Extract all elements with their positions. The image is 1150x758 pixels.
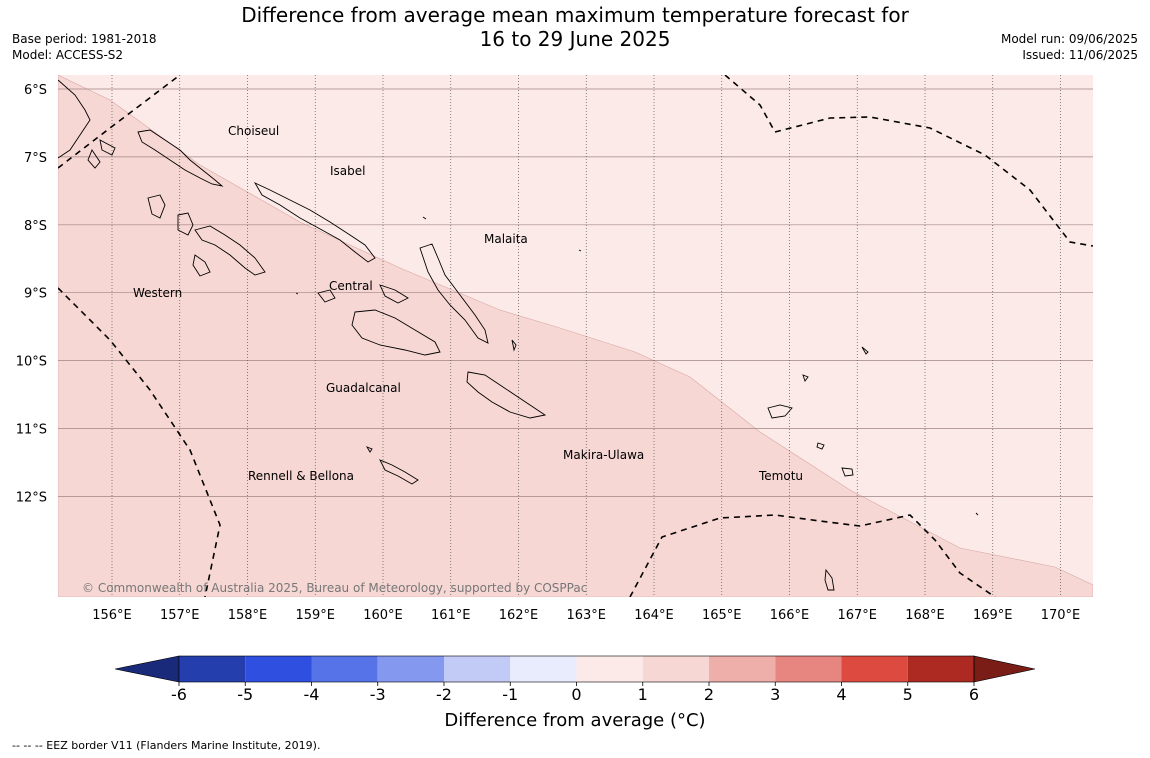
title-line-2: 16 to 29 June 2025 bbox=[479, 27, 671, 51]
issued-date: Issued: 11/06/2025 bbox=[1022, 48, 1138, 62]
colorbar-tick-label: 1 bbox=[638, 685, 648, 704]
lon-label: 159°E bbox=[295, 608, 335, 623]
eez-borders bbox=[58, 75, 1093, 597]
lat-label: 12°S bbox=[16, 490, 47, 505]
region-label: Isabel bbox=[330, 164, 365, 178]
model-run: Model run: 09/06/2025 bbox=[1000, 32, 1138, 46]
lat-label: 9°S bbox=[24, 287, 47, 302]
forecast-map: © Commonwealth of Australia 2025, Bureau… bbox=[16, 75, 1093, 623]
colorbar-segment bbox=[179, 656, 246, 682]
lon-label: 161°E bbox=[431, 608, 471, 623]
lat-label: 11°S bbox=[16, 423, 47, 438]
lon-label: 164°E bbox=[634, 608, 674, 623]
colorbar-tick-label: 5 bbox=[903, 685, 913, 704]
lat-label: 10°S bbox=[16, 355, 47, 370]
graticule bbox=[58, 75, 1093, 597]
coastlines bbox=[58, 79, 979, 591]
colorbar-tick-label: -2 bbox=[436, 685, 452, 704]
meta-left: Base period: 1981-2018 Model: ACCESS-S2 bbox=[12, 31, 157, 63]
colorbar-tick-label: -6 bbox=[171, 685, 187, 704]
colorbar-tick-label: -4 bbox=[304, 685, 320, 704]
region-label: Makira-Ulawa bbox=[563, 448, 644, 462]
lon-label: 163°E bbox=[566, 608, 606, 623]
colorbar-tick-label: 0 bbox=[571, 685, 581, 704]
region-label: Guadalcanal bbox=[326, 381, 401, 395]
region-labels: Choiseul Isabel Malaita Western Central … bbox=[133, 124, 803, 483]
colorbar-label: Difference from average (°C) bbox=[444, 710, 706, 731]
colorbar-segment bbox=[245, 656, 312, 682]
colorbar-segment bbox=[709, 656, 776, 682]
region-label: Western bbox=[133, 286, 182, 300]
colorbar-segment bbox=[841, 656, 908, 682]
colorbar-segment bbox=[510, 656, 577, 682]
model-name: Model: ACCESS-S2 bbox=[12, 48, 124, 62]
meta-right: Model run: 09/06/2025 Issued: 11/06/2025 bbox=[1001, 31, 1138, 63]
region-label: Rennell & Bellona bbox=[248, 469, 354, 483]
colorbar-tick-label: 6 bbox=[969, 685, 979, 704]
map-area: © Commonwealth of Australia 2025, Bureau… bbox=[58, 75, 1093, 597]
colorbar-tick-label: -3 bbox=[370, 685, 386, 704]
longitude-labels: 156°E 157°E 158°E 159°E 160°E 161°E 162°E 163°E… bbox=[92, 608, 1080, 623]
map-title: Difference from average mean maximum tem… bbox=[0, 3, 1150, 51]
lon-label: 156°E bbox=[92, 608, 132, 623]
colorbar-segment bbox=[642, 656, 709, 682]
colorbar-tick-label: -1 bbox=[502, 685, 518, 704]
lat-label: 6°S bbox=[24, 83, 47, 98]
eez-footnote: -- -- -- EEZ border V11 (Flanders Marine… bbox=[12, 739, 321, 752]
lon-label: 160°E bbox=[363, 608, 403, 623]
colorbar-tick-label: 2 bbox=[704, 685, 714, 704]
zone-1-to-2 bbox=[58, 75, 1093, 597]
region-label: Choiseul bbox=[228, 124, 279, 138]
lon-label: 166°E bbox=[770, 608, 810, 623]
colorbar-segment bbox=[775, 656, 842, 682]
colorbar-tick-label: 3 bbox=[770, 685, 780, 704]
colorbar-outline bbox=[178, 655, 975, 683]
colorbar-segment bbox=[311, 656, 378, 682]
region-label: Malaita bbox=[484, 232, 528, 246]
colorbar-segment bbox=[576, 656, 643, 682]
lat-label: 7°S bbox=[24, 151, 47, 166]
colorbar-extend-low bbox=[114, 655, 180, 683]
copyright-text: © Commonwealth of Australia 2025, Bureau… bbox=[82, 581, 587, 595]
region-label: Temotu bbox=[758, 469, 803, 483]
region-label: Central bbox=[329, 279, 373, 293]
lon-label: 169°E bbox=[973, 608, 1013, 623]
base-period: Base period: 1981-2018 bbox=[12, 32, 157, 46]
colorbar-segment bbox=[377, 656, 444, 682]
lon-label: 170°E bbox=[1041, 608, 1081, 623]
lon-label: 157°E bbox=[160, 608, 200, 623]
title-line-1: Difference from average mean maximum tem… bbox=[241, 3, 909, 27]
lon-label: 158°E bbox=[228, 608, 268, 623]
colorbar-tick-label: 4 bbox=[836, 685, 846, 704]
lon-label: 167°E bbox=[837, 608, 877, 623]
colorbar-tick-label: -5 bbox=[237, 685, 253, 704]
colorbar-extend-high bbox=[973, 655, 1036, 683]
lat-label: 8°S bbox=[24, 219, 47, 234]
lon-label: 168°E bbox=[905, 608, 945, 623]
colorbar-segment bbox=[444, 656, 511, 682]
lon-label: 165°E bbox=[702, 608, 742, 623]
latitude-labels: 6°S 7°S 8°S 9°S 10°S 11°S 12°S bbox=[16, 83, 47, 505]
colorbar-segment bbox=[907, 656, 974, 682]
lon-label: 162°E bbox=[499, 608, 539, 623]
